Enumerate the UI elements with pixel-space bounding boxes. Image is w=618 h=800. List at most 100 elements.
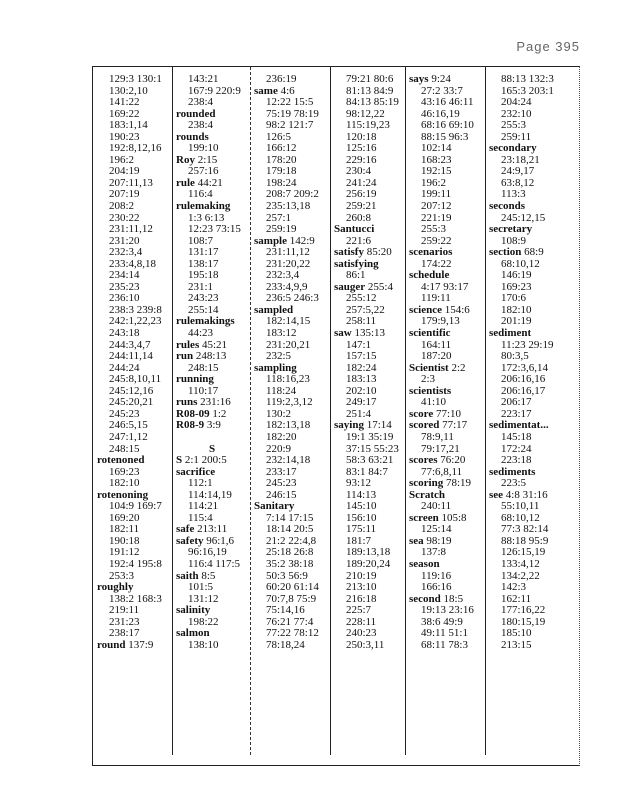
page-line-refs: 246:15 <box>266 488 297 501</box>
index-term: second <box>409 592 441 605</box>
index-entry: saying 17:14 <box>334 420 404 432</box>
page-line-refs: 79:17,21 <box>421 442 460 455</box>
page-line-refs: 182:10 <box>501 303 532 316</box>
index-entry: sediment <box>489 327 577 340</box>
page-line-refs: 183:12 <box>266 327 297 340</box>
index-table: 129:3 130:1 130:2,10 141:22 169:22 183:1,14 1… <box>92 66 580 766</box>
index-term: Roy <box>176 153 195 166</box>
page-line-refs: 98:2 121:7 <box>266 119 314 132</box>
index-term: rotenoned <box>97 454 145 467</box>
page-line-refs: 18:5 <box>443 592 464 605</box>
page-line-refs: 76:21 77:4 <box>266 615 314 628</box>
page-line-refs: 245:12,15 <box>501 211 546 224</box>
page-line-refs: 166:16 <box>421 581 452 594</box>
index-entry: says 9:24 <box>409 73 483 86</box>
index-term: run <box>176 350 194 363</box>
index-term: rotenoning <box>97 488 149 501</box>
page-line-refs: 241:24 <box>346 176 377 189</box>
page-line-refs: 38:6 49:9 <box>421 615 463 628</box>
page-line-refs: 231:1 <box>188 280 214 293</box>
page-line-refs: 225:7 <box>346 604 372 617</box>
index-entry: Sanitary <box>254 500 328 513</box>
page-line-refs: 255:3 <box>501 119 527 132</box>
page-line-refs: 77:3 82:14 <box>501 523 549 536</box>
page-line-refs: 213:10 <box>346 581 377 594</box>
index-entry: Roy 2:15 <box>176 153 248 167</box>
page-line-refs: 248:13 <box>195 350 227 363</box>
index-term: sedimentat... <box>489 419 549 432</box>
page-line-refs: 24:9,17 <box>501 165 535 178</box>
page-line-refs: 230:4 <box>346 165 372 178</box>
page-line-refs: 17:14 <box>366 419 392 432</box>
index-entry: scientific <box>409 327 483 340</box>
index-term: safety <box>176 534 204 547</box>
page-line-refs: 77:6,8,11 <box>421 465 463 478</box>
page-line-refs: 108:9 <box>501 234 527 247</box>
page-line-refs: 223:18 <box>501 454 532 467</box>
page-line-refs: 141:22 <box>109 96 140 109</box>
page-line-refs: 208:2 <box>109 200 135 213</box>
page-line-refs: 146:19 <box>501 269 532 282</box>
page-line-refs: 137:9 <box>128 638 154 651</box>
page-line-refs: 255:3 <box>421 223 447 236</box>
column-divider <box>330 67 331 755</box>
index-entry: scenarios <box>409 246 483 259</box>
page-line-refs: 233:4,8,18 <box>109 257 157 270</box>
index-term: saying <box>334 419 364 432</box>
page-line-refs: 257:5,22 <box>346 303 385 316</box>
index-column-1: 129:3 130:1 130:2,10 141:22 169:22 183:1,14 1… <box>97 73 171 765</box>
page-line-refs: 88:18 95:9 <box>501 534 549 547</box>
page-line-refs: 115:4 <box>188 511 213 524</box>
page-line-refs: 236:10 <box>109 292 140 305</box>
index-entry: same 4:6 <box>254 85 328 98</box>
page-line-refs: 112:1 <box>188 477 213 490</box>
index-term: seconds <box>489 200 526 213</box>
page-line-refs: 126:5 <box>266 130 292 143</box>
page-line-refs: 46:16,19 <box>421 107 460 120</box>
page-line-refs: 118:16,23 <box>266 373 310 386</box>
page-line-refs: 19:13 23:16 <box>421 604 474 617</box>
page-line-refs: 232:10 <box>501 107 532 120</box>
page-line-refs: 238:17 <box>109 627 140 640</box>
page-line-refs: 119:11 <box>421 292 451 305</box>
index-column-4: 79:21 80:6 81:13 84:9 84:13 85:19 98:12,22 1… <box>334 73 404 765</box>
page-line-refs: 207:19 <box>109 188 140 201</box>
index-entry: scores 76:20 <box>409 454 483 467</box>
page-line-refs: 207:11,13 <box>109 176 153 189</box>
page-line-refs: 192:4 195:8 <box>109 557 162 570</box>
page-line-refs: 145:10 <box>346 500 377 513</box>
page-line-refs: 210:19 <box>346 569 377 582</box>
index-entry: rules 45:21 <box>176 339 248 352</box>
page-line-refs: 248:15 <box>109 442 140 455</box>
page-line-refs: 244:3,4,7 <box>109 338 151 351</box>
page-line-refs: 242:1,22,23 <box>109 315 162 328</box>
column-divider <box>485 67 486 755</box>
index-entry: second 18:5 <box>409 592 483 606</box>
page-line-refs: 166:12 <box>266 142 297 155</box>
page-line-refs: 164:11 <box>421 338 452 351</box>
page-line-refs: 250:3,11 <box>346 638 385 651</box>
page-line-refs: 231:20 <box>109 234 140 247</box>
page-line-refs: 108:7 <box>188 234 214 247</box>
page-line-refs: 138:10 <box>188 638 219 651</box>
index-term: schedule <box>409 269 450 282</box>
page-line-refs: 165:3 203:1 <box>501 84 554 97</box>
page-line-refs: 231:11,12 <box>266 246 310 259</box>
page-line-refs: 202:10 <box>346 384 377 397</box>
index-entry: section 68:9 <box>489 246 577 259</box>
page-line-refs: 125:14 <box>421 523 452 536</box>
index-entry: sauger 255:4 <box>334 281 404 294</box>
page-line-refs: 257:1 <box>266 211 292 224</box>
page-line-refs: 208:7 209:2 <box>266 188 319 201</box>
page-line-refs: 114:14,19 <box>188 488 232 501</box>
page-line-refs: 4:17 93:17 <box>421 280 469 293</box>
page-line-refs: 50:3 56:9 <box>266 569 308 582</box>
page-line-refs: 231:20,21 <box>266 338 311 351</box>
page-line-refs: 183:13 <box>346 373 377 386</box>
page-line-refs: 232:14,18 <box>266 454 311 467</box>
page-line-refs: 115:19,23 <box>346 119 390 132</box>
page-line-refs: 232:3,4 <box>266 269 300 282</box>
page-line-refs: 199:11 <box>421 188 452 201</box>
page-line-refs: 98:19 <box>426 534 452 547</box>
index-term: R08-9 <box>176 419 205 432</box>
